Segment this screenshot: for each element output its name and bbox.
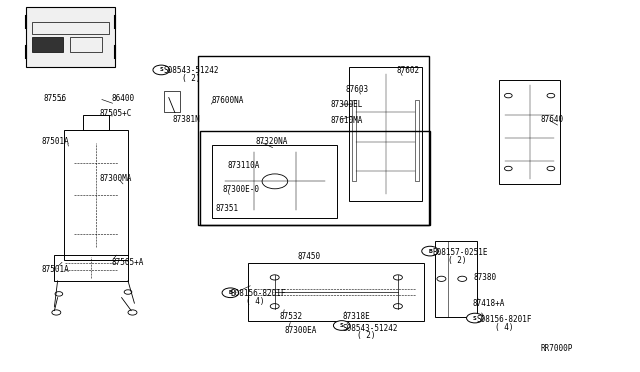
Circle shape bbox=[547, 93, 555, 98]
Text: S: S bbox=[159, 67, 163, 73]
Circle shape bbox=[262, 174, 288, 189]
Text: S: S bbox=[340, 323, 344, 328]
Bar bbox=[32, 22, 109, 34]
Circle shape bbox=[504, 166, 512, 171]
Circle shape bbox=[153, 65, 170, 75]
Text: 87351: 87351 bbox=[216, 204, 239, 213]
Text: 87300E-0: 87300E-0 bbox=[223, 185, 260, 194]
Text: 87600NA: 87600NA bbox=[211, 96, 244, 105]
Circle shape bbox=[128, 310, 137, 315]
Bar bbox=[64, 130, 128, 260]
Bar bbox=[164, 91, 180, 112]
Text: S: S bbox=[473, 315, 477, 321]
Bar bbox=[32, 37, 63, 52]
Circle shape bbox=[270, 275, 279, 280]
Bar bbox=[435, 241, 477, 317]
Circle shape bbox=[458, 276, 467, 281]
Text: ( 2): ( 2) bbox=[448, 256, 467, 265]
Bar bbox=[200, 131, 430, 225]
Text: 873110A: 873110A bbox=[227, 161, 260, 170]
Bar bbox=[54, 255, 128, 281]
Bar bbox=[499, 80, 560, 184]
Circle shape bbox=[422, 246, 438, 256]
Text: RR7000P: RR7000P bbox=[541, 344, 573, 353]
Text: B: B bbox=[428, 248, 432, 254]
Bar bbox=[198, 56, 429, 225]
Text: ( 4): ( 4) bbox=[495, 323, 513, 332]
Circle shape bbox=[547, 166, 555, 171]
Circle shape bbox=[52, 310, 61, 315]
Text: B: B bbox=[228, 290, 232, 295]
Text: B08157-0251E: B08157-0251E bbox=[432, 248, 488, 257]
Text: 87501A: 87501A bbox=[42, 137, 69, 146]
Text: 87300MA: 87300MA bbox=[99, 174, 132, 183]
Circle shape bbox=[222, 288, 239, 298]
Circle shape bbox=[55, 292, 63, 296]
Circle shape bbox=[437, 276, 446, 281]
Bar bbox=[70, 37, 102, 52]
Text: ( 4): ( 4) bbox=[246, 297, 265, 306]
Text: 87603: 87603 bbox=[346, 85, 369, 94]
Text: 87450: 87450 bbox=[298, 252, 321, 261]
Circle shape bbox=[467, 313, 483, 323]
Circle shape bbox=[270, 304, 279, 309]
Text: 86400: 86400 bbox=[112, 94, 135, 103]
Circle shape bbox=[394, 304, 403, 309]
Text: 87610MA: 87610MA bbox=[331, 116, 364, 125]
Bar bbox=[415, 100, 419, 181]
Circle shape bbox=[394, 275, 403, 280]
Circle shape bbox=[124, 290, 132, 294]
Text: S08543-51242: S08543-51242 bbox=[342, 324, 398, 333]
Text: 87602: 87602 bbox=[397, 66, 420, 75]
Bar bbox=[26, 7, 115, 67]
Text: 87300EL: 87300EL bbox=[331, 100, 364, 109]
Text: 87505+C: 87505+C bbox=[99, 109, 132, 118]
Bar bbox=[83, 115, 109, 130]
Circle shape bbox=[504, 93, 512, 98]
Text: 87532: 87532 bbox=[280, 312, 303, 321]
Text: 87418+A: 87418+A bbox=[472, 299, 505, 308]
Bar bbox=[349, 67, 422, 201]
Text: ( 2): ( 2) bbox=[182, 74, 201, 83]
Text: 87318E: 87318E bbox=[342, 312, 370, 321]
Text: S08156-8201F: S08156-8201F bbox=[477, 315, 532, 324]
Text: 87300EA: 87300EA bbox=[285, 326, 317, 335]
Text: 87380: 87380 bbox=[474, 273, 497, 282]
Bar bbox=[212, 145, 337, 218]
Circle shape bbox=[333, 321, 350, 330]
Text: 87381N: 87381N bbox=[173, 115, 200, 124]
Text: ( 2): ( 2) bbox=[357, 331, 376, 340]
Text: B08156-8201F: B08156-8201F bbox=[230, 289, 286, 298]
Text: 87320NA: 87320NA bbox=[256, 137, 289, 146]
Bar bbox=[248, 263, 424, 321]
Text: 87640: 87640 bbox=[541, 115, 564, 124]
Text: 87501A: 87501A bbox=[42, 265, 69, 274]
Text: S08543-51242: S08543-51242 bbox=[163, 66, 219, 75]
Text: 87556: 87556 bbox=[44, 94, 67, 103]
Text: 87505+A: 87505+A bbox=[112, 258, 145, 267]
Bar bbox=[353, 100, 356, 181]
